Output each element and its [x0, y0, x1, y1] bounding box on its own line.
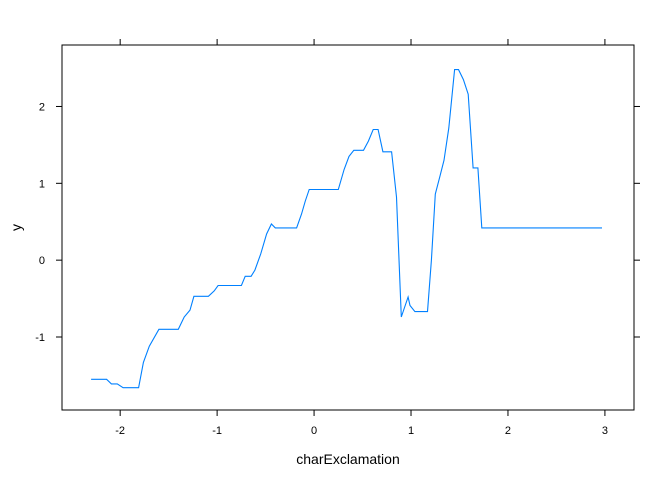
x-tick-label: 0	[311, 425, 317, 437]
x-axis-title: charExclamation	[296, 451, 400, 467]
x-tick-label: 1	[408, 425, 414, 437]
x-tick-label: -2	[115, 425, 125, 437]
x-tick-label: 2	[505, 425, 511, 437]
x-axis: -2 -1 0 1 2 3	[115, 39, 608, 437]
y-tick-label: 1	[39, 178, 45, 190]
plot-frame	[61, 44, 635, 411]
x-tick-label: -1	[212, 425, 222, 437]
y-axis-title: y	[8, 224, 24, 231]
y-tick-label: 0	[39, 255, 45, 267]
y-tick-label: 2	[39, 101, 45, 113]
y-tick-label: -1	[35, 332, 45, 344]
y-axis: -1 0 1 2	[35, 101, 640, 344]
x-tick-label: 3	[602, 425, 608, 437]
series-line	[91, 69, 602, 389]
